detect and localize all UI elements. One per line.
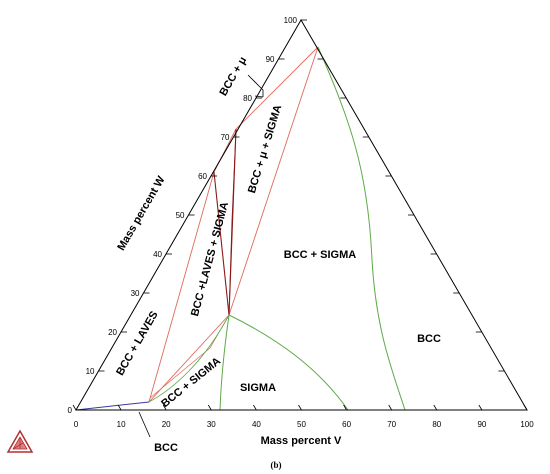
bottom-tick-70 (388, 404, 393, 411)
bottom-tick-label-30: 30 (207, 420, 216, 429)
bottom-axis-title: Mass percent V (261, 435, 342, 447)
tie-line-top (235, 46, 319, 130)
region-sigma: SIGMA (240, 382, 276, 394)
right-axis-ticks (317, 58, 505, 372)
three-phase-edge-1 (213, 171, 230, 316)
bottom-tick-30 (207, 404, 212, 411)
region-bcc-sigma-upper: BCC + SIGMA (284, 249, 356, 261)
left-tick-label-70: 70 (221, 133, 230, 142)
bottom-tick-0 (72, 404, 77, 411)
left-tick-label-80: 80 (243, 94, 252, 103)
region-bcc-mu: BCC + μ (217, 55, 249, 98)
phase-boundaries (75, 46, 406, 411)
region-bcc-right: BCC (417, 333, 441, 345)
bottom-tick-90 (478, 404, 483, 411)
bottom-tick-80 (433, 404, 438, 411)
left-axis-title: Mass percent W (115, 174, 168, 253)
left-tick-label-20: 20 (108, 328, 117, 337)
sigma-boundary-left (219, 314, 230, 411)
bcc-bottom-pointer (138, 411, 151, 438)
bottom-tick-40 (253, 404, 257, 411)
bottom-tick-label-50: 50 (297, 420, 306, 429)
region-bcc-laves: BCC + LAVES (114, 309, 161, 378)
bottom-tick-50 (298, 404, 302, 411)
left-tick-label-50: 50 (176, 211, 185, 220)
thermo-calc-triangle-logo (6, 429, 34, 453)
left-tick-label-40: 40 (153, 250, 162, 259)
bottom-axis-ticks: 0 10 20 30 40 50 60 70 80 90 100 (72, 404, 534, 429)
left-tick-label-0: 0 (68, 406, 73, 415)
bottom-tick-label-40: 40 (252, 420, 261, 429)
left-tick-label-30: 30 (131, 289, 140, 298)
bcc-mu-pointer (247, 74, 264, 97)
bottom-tick-100 (523, 404, 528, 411)
bottom-tick-label-20: 20 (162, 420, 171, 429)
region-bcc-laves-sigma: BCC +LAVES + SIGMA (189, 201, 231, 318)
tie-line-laves-left (148, 171, 215, 403)
bottom-tick-10 (117, 404, 122, 411)
three-phase-edge-3 (228, 128, 237, 316)
region-bcc-bottom: BCC (154, 442, 178, 454)
left-tick-label-100: 100 (284, 16, 298, 25)
bottom-tick-label-60: 60 (342, 420, 351, 429)
sigma-boundary-right (317, 46, 406, 411)
bottom-tick-label-80: 80 (432, 420, 441, 429)
left-tick-label-60: 60 (198, 172, 207, 181)
left-tick-label-90: 90 (266, 55, 275, 64)
bottom-tick-label-70: 70 (387, 420, 396, 429)
bottom-tick-label-100: 100 (520, 420, 534, 429)
left-tick-label-10: 10 (86, 367, 95, 376)
bottom-tick-label-0: 0 (74, 420, 79, 429)
bcc-mu-pointer-arrow (254, 95, 264, 98)
figure-caption: (b) (271, 460, 282, 470)
bottom-tick-20 (162, 404, 167, 411)
region-bcc-mu-sigma: BCC + μ + SIGMA (246, 103, 284, 194)
left-axis-ticks: 0 10 20 30 40 50 60 70 80 90 100 (68, 16, 307, 415)
tie-line-mu-sigma (228, 46, 319, 316)
bcc-boundary-corner (75, 401, 150, 411)
sigma-boundary-corner (148, 314, 230, 403)
sigma-boundary-lower (228, 314, 349, 411)
bottom-tick-label-10: 10 (117, 420, 126, 429)
bottom-tick-60 (343, 404, 347, 411)
bottom-tick-label-90: 90 (477, 420, 486, 429)
